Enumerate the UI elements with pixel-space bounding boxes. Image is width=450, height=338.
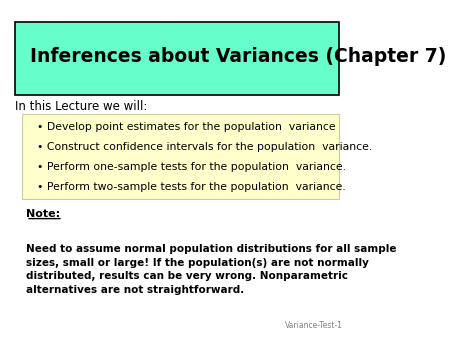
Text: In this Lecture we will:: In this Lecture we will: <box>15 100 148 114</box>
Text: Need to assume normal population distributions for all sample
sizes, small or la: Need to assume normal population distrib… <box>26 244 396 295</box>
Text: Inferences about Variances (Chapter 7): Inferences about Variances (Chapter 7) <box>30 47 446 66</box>
FancyBboxPatch shape <box>22 114 339 199</box>
FancyBboxPatch shape <box>15 22 339 95</box>
Text: Note:: Note: <box>26 209 60 219</box>
Text: • Develop point estimates for the population  variance: • Develop point estimates for the popula… <box>36 122 335 132</box>
Text: • Perform two-sample tests for the population  variance.: • Perform two-sample tests for the popul… <box>36 183 345 192</box>
Text: • Construct confidence intervals for the population  variance.: • Construct confidence intervals for the… <box>36 142 372 152</box>
Text: • Perform one-sample tests for the population  variance.: • Perform one-sample tests for the popul… <box>36 162 346 172</box>
Text: Variance-Test-1: Variance-Test-1 <box>285 321 342 330</box>
